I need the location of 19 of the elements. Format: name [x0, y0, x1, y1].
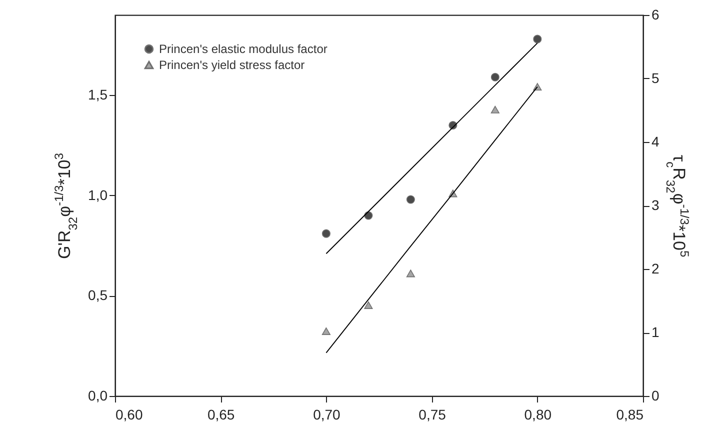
x-tick-label: 0,75: [418, 406, 446, 422]
y2-tick-label: 4: [652, 134, 660, 150]
y2-tick-label: 5: [652, 70, 660, 86]
x-tick-label: 0,60: [116, 406, 143, 422]
x-tick-label: 0,80: [524, 406, 552, 422]
x-tick-label: 0,65: [207, 406, 235, 422]
y-tick-label: 0,5: [88, 287, 108, 304]
y-tick-label: 1,5: [88, 86, 108, 103]
legend-label: Princen's yield stress factor: [159, 58, 305, 72]
y2-tick-label: 3: [652, 197, 660, 213]
y2-tick-label: 0: [652, 388, 660, 404]
y2-tick-label: 2: [652, 260, 660, 276]
x-tick-label: 0,85: [616, 406, 644, 422]
x-tick-label: 0,70: [313, 406, 341, 422]
legend-label: Princen's elastic modulus factor: [159, 42, 328, 56]
y-tick-label: 1,0: [88, 186, 108, 203]
y-tick-label: 0,0: [88, 388, 108, 404]
y2-tick-label: 6: [652, 6, 660, 22]
y2-tick-label: 1: [652, 324, 660, 340]
